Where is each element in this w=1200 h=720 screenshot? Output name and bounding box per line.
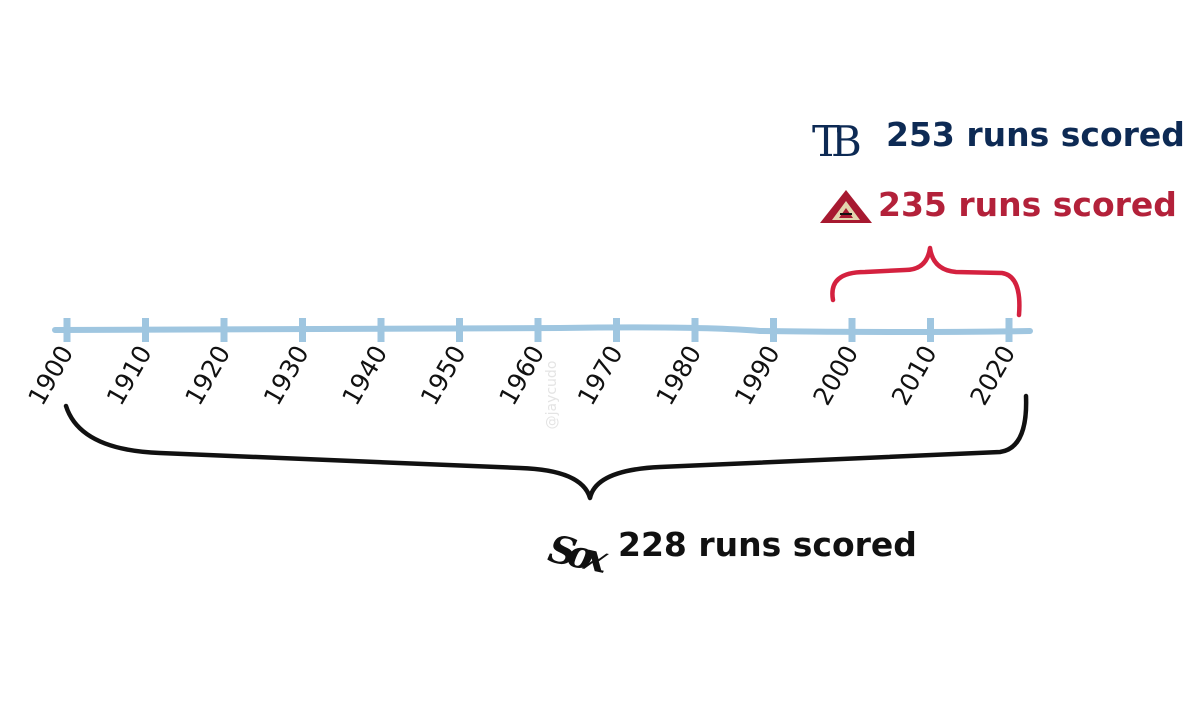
white-sox-logo-icon: Sox	[545, 526, 614, 583]
year-label-1960: 1960	[493, 341, 550, 411]
year-label-1940: 1940	[336, 341, 393, 411]
rays-logo-text: TB	[812, 117, 860, 166]
diamondbacks-span-brace	[830, 245, 1022, 318]
white-sox-span-brace	[63, 393, 1029, 501]
year-label-1980: 1980	[650, 341, 707, 411]
year-label-1950: 1950	[415, 341, 472, 411]
year-label-1970: 1970	[572, 341, 629, 411]
year-label-1910: 1910	[101, 341, 158, 411]
year-label-1900: 1900	[22, 341, 79, 411]
year-label-1990: 1990	[729, 341, 786, 411]
year-label-1930: 1930	[258, 341, 315, 411]
white-sox-runs-label: 228 runs scored	[618, 525, 917, 564]
rays-runs-label: 253 runs scored	[886, 115, 1185, 154]
rays-tb-logo-icon: TB	[812, 117, 869, 166]
timeline-axis-line	[52, 324, 1033, 335]
white-sox-logo-text: Sox	[545, 526, 614, 583]
year-label-2000: 2000	[807, 341, 864, 411]
year-label-2020: 2020	[964, 341, 1021, 411]
year-label-1920: 1920	[179, 341, 236, 411]
year-label-2010: 2010	[886, 341, 943, 411]
watermark-text: @jaycudo	[544, 361, 560, 430]
diamondbacks-a-logo-icon	[820, 190, 872, 223]
diamondbacks-runs-label: 235 runs scored	[878, 185, 1177, 224]
